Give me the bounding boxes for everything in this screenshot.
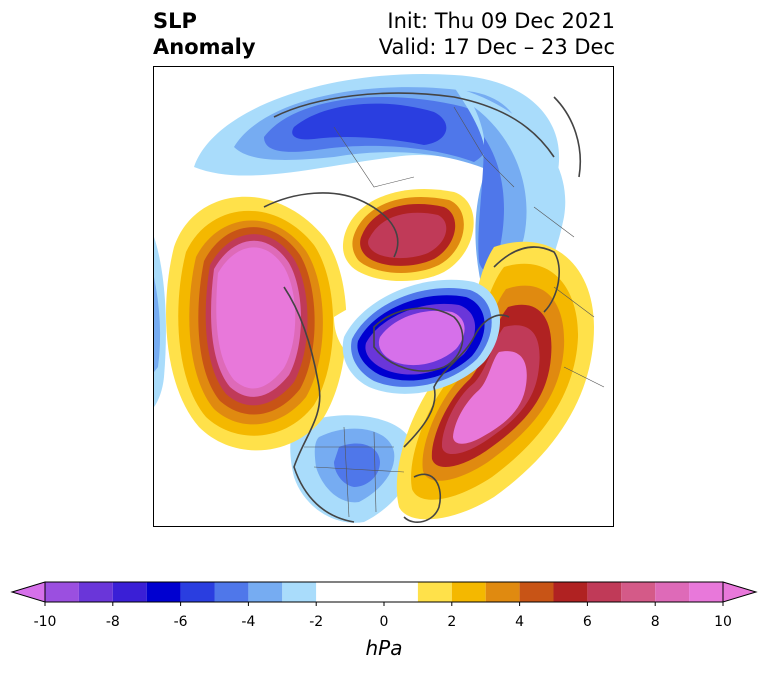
colorbar-bin-low xyxy=(12,582,45,602)
colorbar-bin-high xyxy=(723,582,756,602)
colorbar-units-label: hPa xyxy=(365,636,403,660)
title-variable: SLP xyxy=(153,9,197,33)
title-type: Anomaly xyxy=(153,35,256,59)
colorbar-extend-high xyxy=(722,581,758,603)
colorbar-bin xyxy=(146,582,181,602)
colorbar-bin xyxy=(655,582,690,602)
valid-range: Valid: 17 Dec – 23 Dec xyxy=(378,35,615,59)
colorbar-bin xyxy=(282,582,317,602)
title-block-right: Init: Thu 09 Dec 2021 Valid: 17 Dec – 23… xyxy=(379,8,615,60)
title-block-left: SLP Anomaly xyxy=(153,8,256,60)
colorbar-bin xyxy=(519,582,554,602)
colorbar-bin xyxy=(248,582,283,602)
slp-anomaly-map xyxy=(154,73,605,523)
colorbar-bin xyxy=(78,582,113,602)
negative-anomaly-west-edge xyxy=(154,237,166,407)
colorbar-extend-low xyxy=(10,581,46,603)
colorbar-bin xyxy=(553,582,588,602)
colorbar xyxy=(0,575,768,615)
colorbar-segments xyxy=(12,582,756,602)
colorbar-tick-label: 0 xyxy=(379,614,389,630)
coastlines xyxy=(263,92,582,523)
map-panel xyxy=(153,66,614,527)
political-borders xyxy=(304,106,605,518)
colorbar-tick-label: 10 xyxy=(714,614,732,630)
colorbar-bin xyxy=(451,582,486,602)
colorbar-tick-label: -8 xyxy=(105,614,120,630)
colorbar-bin xyxy=(214,582,249,602)
negative-anomaly-arctic xyxy=(342,279,501,394)
colorbar-bin xyxy=(587,582,622,602)
colorbar-tick-label: 4 xyxy=(515,614,525,630)
colorbar-bin xyxy=(621,582,656,602)
positive-anomaly-greenland xyxy=(342,189,474,282)
colorbar-bin xyxy=(316,582,351,602)
colorbar-bin xyxy=(180,582,215,602)
colorbar-bin xyxy=(350,582,418,602)
colorbar-tick-label: 6 xyxy=(582,614,592,630)
colorbar-tick-label: -6 xyxy=(173,614,188,630)
colorbar-bin xyxy=(45,582,79,602)
colorbar-bin xyxy=(485,582,520,602)
colorbar-tick-label: 8 xyxy=(650,614,660,630)
colorbar-tick-label: -4 xyxy=(241,614,256,630)
colorbar-tick-label: 2 xyxy=(447,614,457,630)
colorbar-bin xyxy=(689,582,723,602)
colorbar-svg xyxy=(10,581,758,606)
colorbar-bin xyxy=(112,582,147,602)
colorbar-tick-label: -10 xyxy=(33,614,57,630)
positive-anomaly-pacific xyxy=(166,196,347,451)
colorbar-tick-label: -2 xyxy=(309,614,324,630)
colorbar-ticks xyxy=(44,602,724,606)
init-date: Init: Thu 09 Dec 2021 xyxy=(387,9,615,33)
colorbar-bin xyxy=(417,582,452,602)
